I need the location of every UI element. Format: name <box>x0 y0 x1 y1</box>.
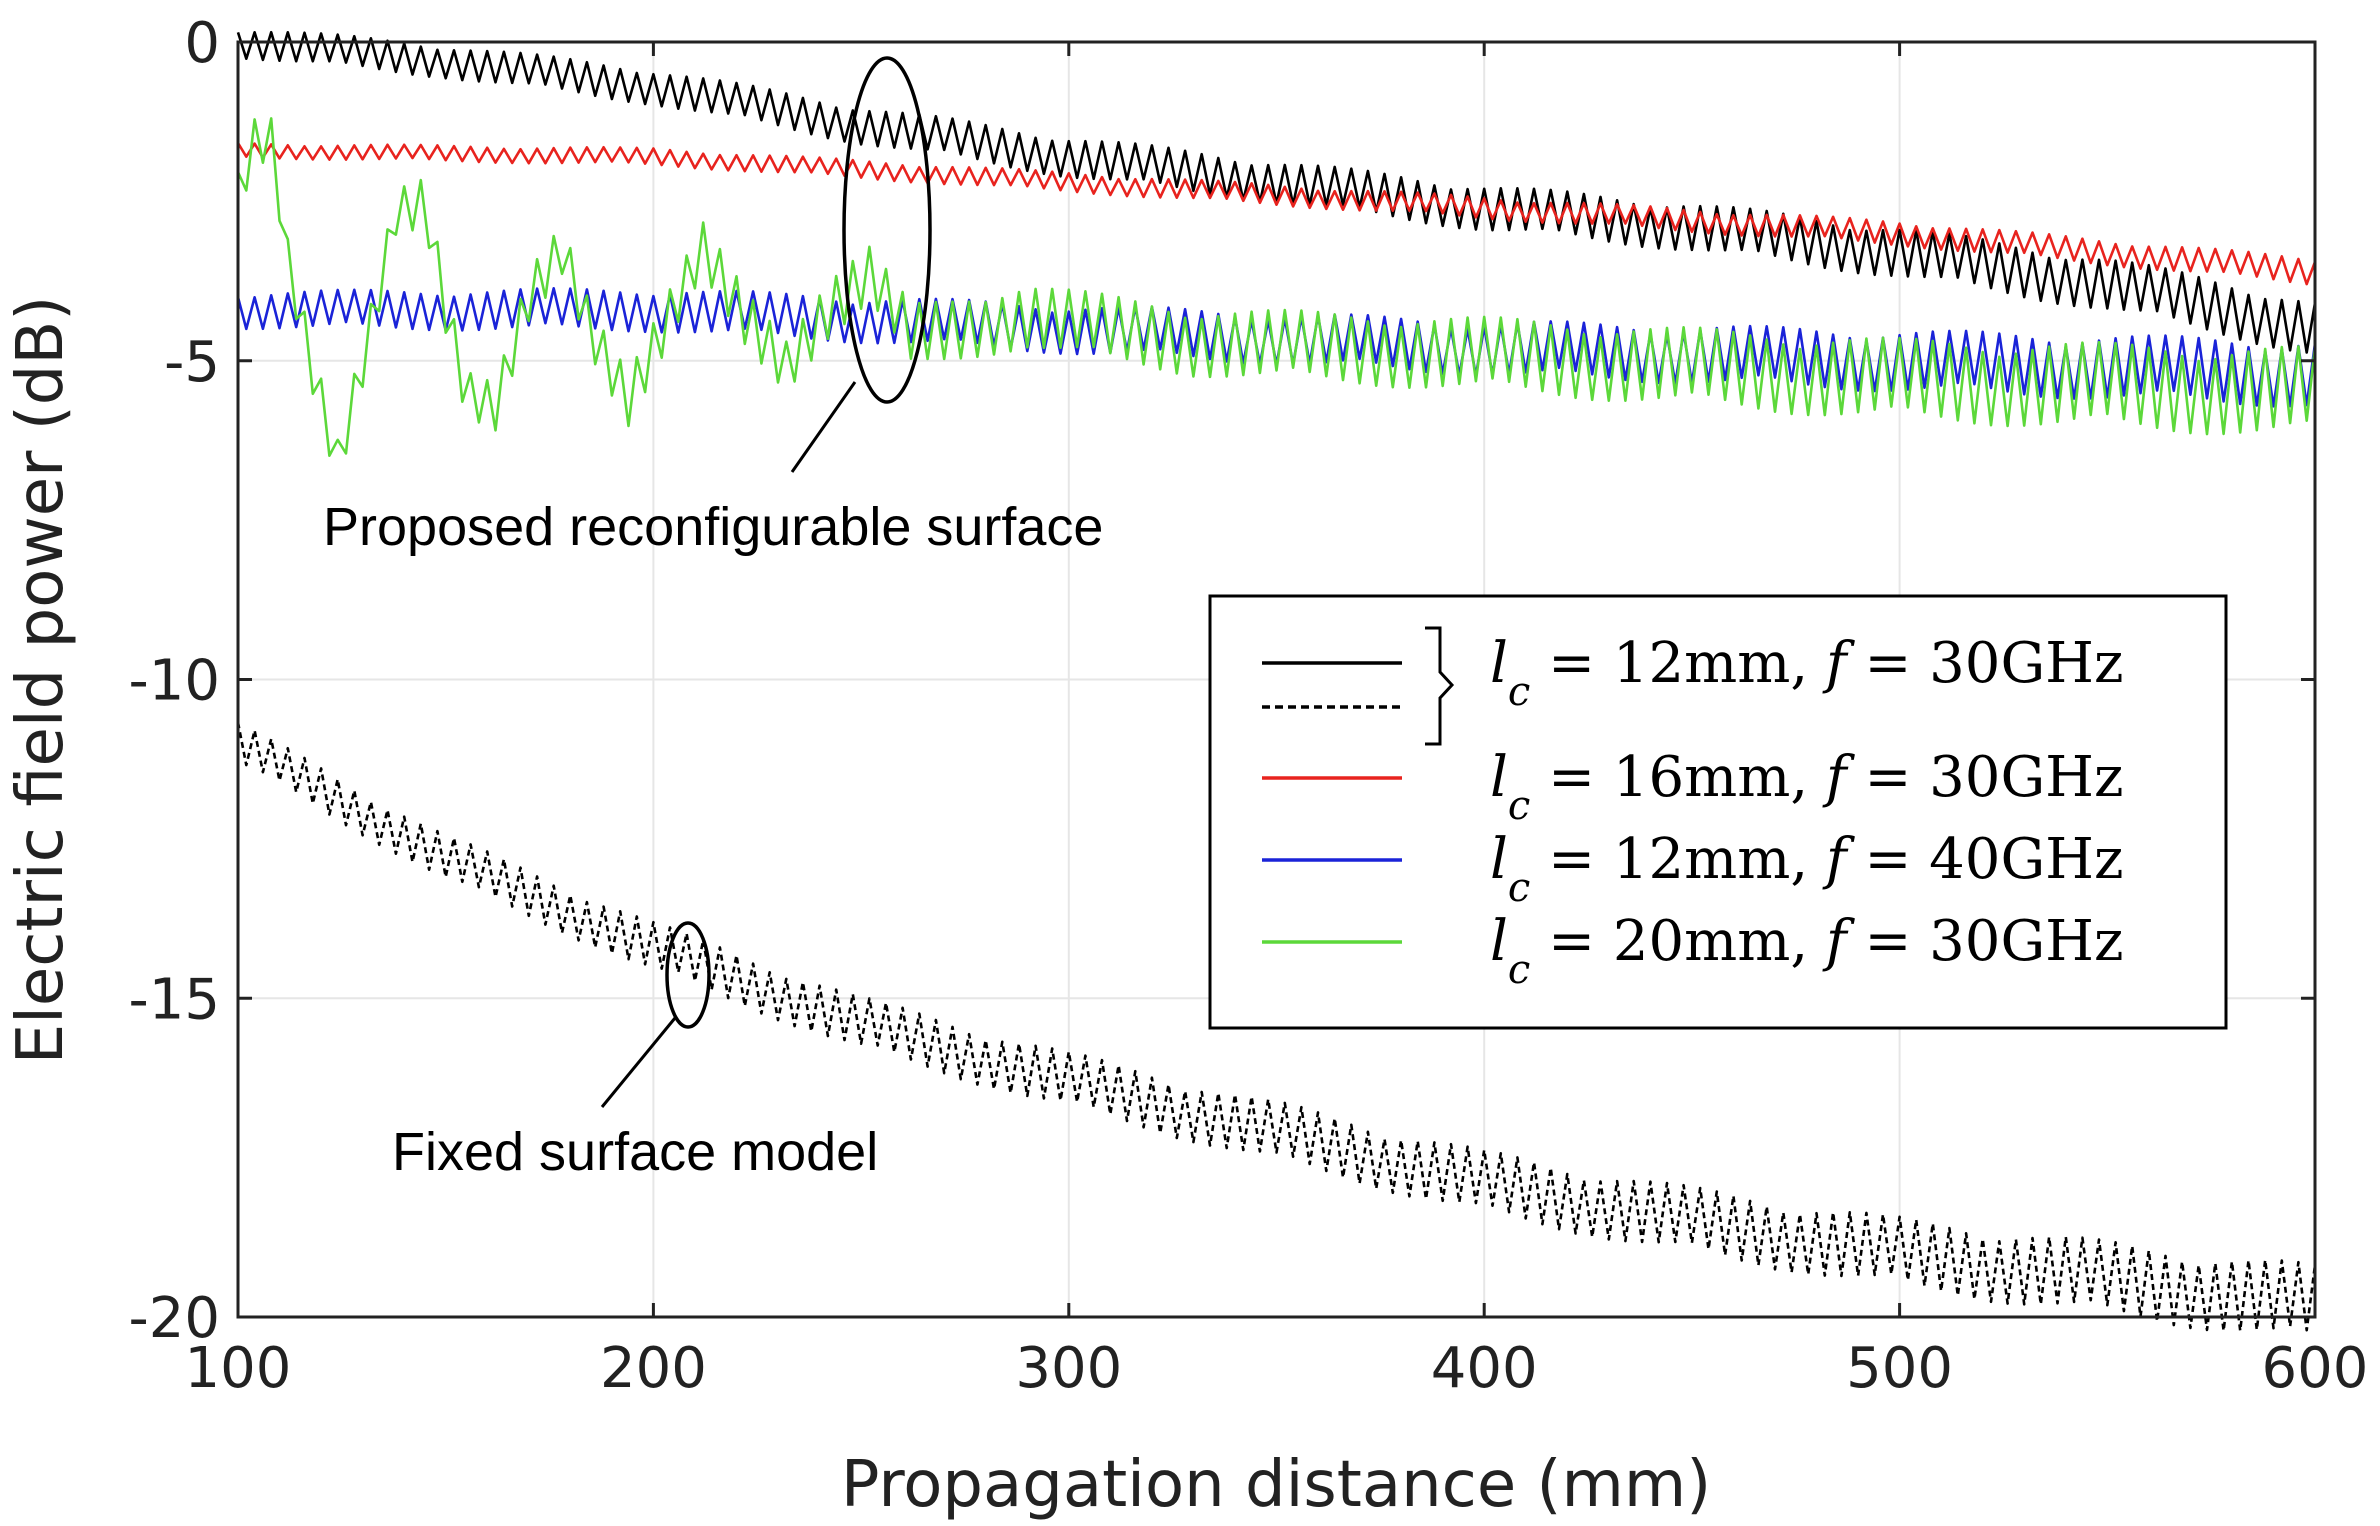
y-tick-label: -20 <box>129 1286 220 1351</box>
legend-label-3: lc = 20mm, f = 30GHz <box>1490 909 2124 993</box>
x-tick-label: 100 <box>185 1336 292 1401</box>
legend-brace <box>1425 626 1455 746</box>
legend-label-0: lc = 12mm, f = 30GHz <box>1490 631 2124 715</box>
x-tick-label: 400 <box>1431 1336 1538 1401</box>
x-tick-label: 200 <box>600 1336 707 1401</box>
x-tick-label: 500 <box>1846 1336 1953 1401</box>
y-tick-label: -5 <box>164 330 220 395</box>
series-line-2 <box>236 142 2317 286</box>
series-group <box>236 30 2317 1332</box>
annotation-reconfigurable: Proposed reconfigurable surface <box>323 497 1103 557</box>
reconfigurable-ellipse <box>842 56 932 404</box>
x-tick-label: 600 <box>2262 1336 2369 1401</box>
x-tick-label: 300 <box>1015 1336 1122 1401</box>
y-axis-title: Electric field power (dB) <box>4 296 78 1065</box>
annotation-fixed: Fixed surface model <box>392 1122 878 1182</box>
y-tick-label: -15 <box>129 967 220 1032</box>
reconfigurable-pointer <box>790 381 857 473</box>
y-tick-label: 0 <box>184 11 220 76</box>
legend: lc = 12mm, f = 30GHz lc = 16mm, f = 30GHz… <box>1208 594 2228 1030</box>
axis-ticks: 100 200 300 400 500 600 0 -5 -10 -15 -20 <box>129 11 2369 1401</box>
legend-entries: lc = 12mm, f = 30GHz lc = 16mm, f = 30GHz… <box>1262 626 2124 993</box>
legend-box <box>1208 594 2228 1030</box>
fixed-pointer <box>600 1017 677 1108</box>
fixed-ellipse <box>665 921 711 1029</box>
series-line-1 <box>236 722 2317 1332</box>
y-tick-label: -10 <box>129 649 220 714</box>
series-line-4 <box>236 117 2317 457</box>
legend-label-2: lc = 12mm, f = 40GHz <box>1490 827 2124 911</box>
x-axis-title: Propagation distance (mm) <box>841 1448 1711 1522</box>
legend-label-1: lc = 16mm, f = 30GHz <box>1490 745 2124 829</box>
